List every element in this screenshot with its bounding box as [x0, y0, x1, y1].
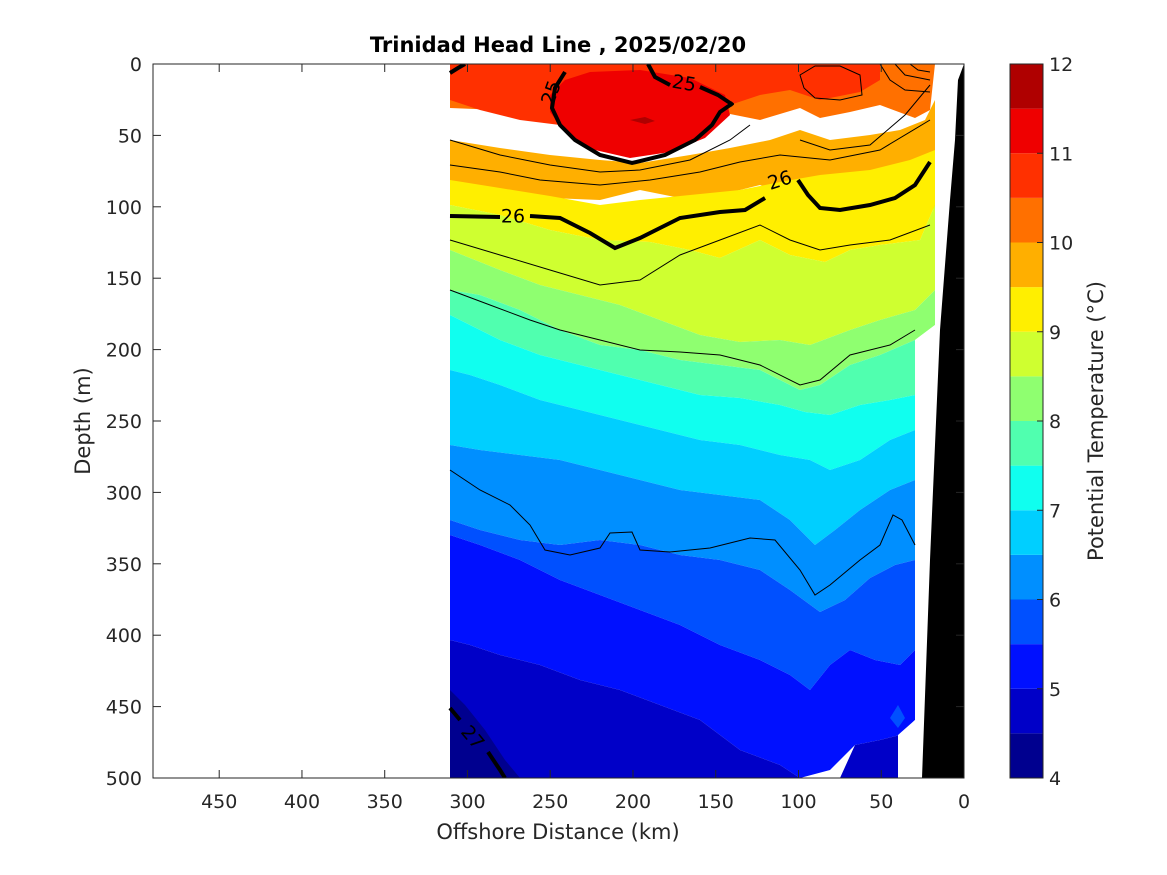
colorbar-swatch	[1010, 153, 1043, 198]
bathymetry-shelf	[922, 64, 964, 778]
x-tick-label: 50	[869, 791, 893, 813]
y-tick-label: 150	[106, 268, 142, 290]
band-7.5-8	[450, 290, 915, 415]
colorbar-swatch	[1010, 733, 1043, 778]
x-tick-label: 300	[449, 791, 485, 813]
band-9-9.5	[450, 150, 935, 262]
colorbar-tick-label: 12	[1049, 54, 1073, 76]
colorbar-swatch	[1010, 64, 1043, 109]
band-7-7.5	[450, 315, 915, 470]
x-tick-label: 350	[367, 791, 403, 813]
chart-title: Trinidad Head Line , 2025/02/20	[370, 33, 746, 57]
spot-5-5.5	[890, 705, 905, 728]
band-4.5-5	[450, 640, 800, 778]
density-contours	[448, 64, 932, 778]
band-4.5-5-right	[840, 735, 900, 778]
y-tick-label: 200	[106, 340, 142, 362]
colorbar-tick-label: 8	[1049, 411, 1061, 433]
colorbar-swatch	[1010, 421, 1043, 466]
colorbar-tick-label: 9	[1049, 322, 1061, 344]
colorbar-tick-label: 5	[1049, 679, 1061, 701]
colorbar-swatch	[1010, 510, 1043, 555]
y-tick-label: 250	[106, 411, 142, 433]
colorbar-ticks: 4 5 6 7 8 9 10 11 12	[1037, 54, 1073, 790]
x-tick-label: 150	[698, 791, 734, 813]
colorbar-tick-label: 10	[1049, 233, 1073, 255]
y-tick-label: 0	[130, 54, 142, 76]
band-6-6.5	[450, 445, 915, 612]
y-tick-label: 350	[106, 554, 142, 576]
band-5.5-6	[450, 520, 915, 690]
band-8.5-9	[450, 205, 935, 345]
thin-contours	[449, 64, 931, 596]
x-axis: 450 400 350 300 250 200 150 100 50 0	[201, 64, 970, 813]
y-tick-label: 450	[106, 697, 142, 719]
y-tick-label: 300	[106, 482, 142, 504]
x-tick-label: 100	[780, 791, 816, 813]
colorbar-tick-label: 11	[1049, 143, 1073, 165]
colorbar-tick-label: 4	[1049, 768, 1061, 790]
colorbar-swatch	[1010, 197, 1043, 243]
colorbar-swatch	[1010, 554, 1043, 600]
x-tick-label: 450	[201, 791, 237, 813]
y-tick-label: 500	[106, 768, 142, 790]
x-tick-label: 0	[958, 791, 970, 813]
x-tick-label: 200	[615, 791, 651, 813]
colorbar-swatch	[1010, 599, 1043, 645]
contour-label: 26	[501, 206, 525, 228]
band-5-5.5	[450, 535, 915, 778]
band-11-11.5	[550, 70, 730, 158]
colorbar-swatch	[1010, 287, 1043, 332]
colorbar-swatch	[1010, 331, 1043, 377]
band-4-4.5	[450, 690, 520, 778]
x-tick-label: 250	[532, 791, 568, 813]
colorbar-swatch	[1010, 688, 1043, 734]
colorbar-tick-label: 7	[1049, 500, 1061, 522]
colorbar-swatch	[1010, 644, 1043, 689]
y-tick-label: 100	[106, 197, 142, 219]
band-11.5-12	[630, 117, 655, 124]
x-axis-label: Offshore Distance (km)	[436, 820, 679, 844]
x-tick-label: 400	[284, 791, 320, 813]
y-tick-label: 50	[118, 125, 142, 147]
colorbar-swatch	[1010, 242, 1043, 288]
band-9.5-10	[450, 64, 960, 210]
y-axis: 0 50 100 150 200 250 300 350 400 450 500	[106, 54, 964, 790]
colorbar	[1010, 64, 1043, 778]
colorbar-swatch	[1010, 376, 1043, 421]
y-tick-label: 400	[106, 625, 142, 647]
band-6.5-7	[450, 370, 915, 545]
colorbar-swatch	[1010, 465, 1043, 511]
band-8-8.5	[450, 250, 935, 390]
colorbar-tick-label: 6	[1049, 590, 1061, 612]
colorbar-swatch	[1010, 108, 1043, 154]
y-axis-label: Depth (m)	[71, 367, 95, 474]
contour-label: 25	[670, 71, 698, 97]
colorbar-label: Potential Temperature (°C)	[1084, 281, 1108, 561]
